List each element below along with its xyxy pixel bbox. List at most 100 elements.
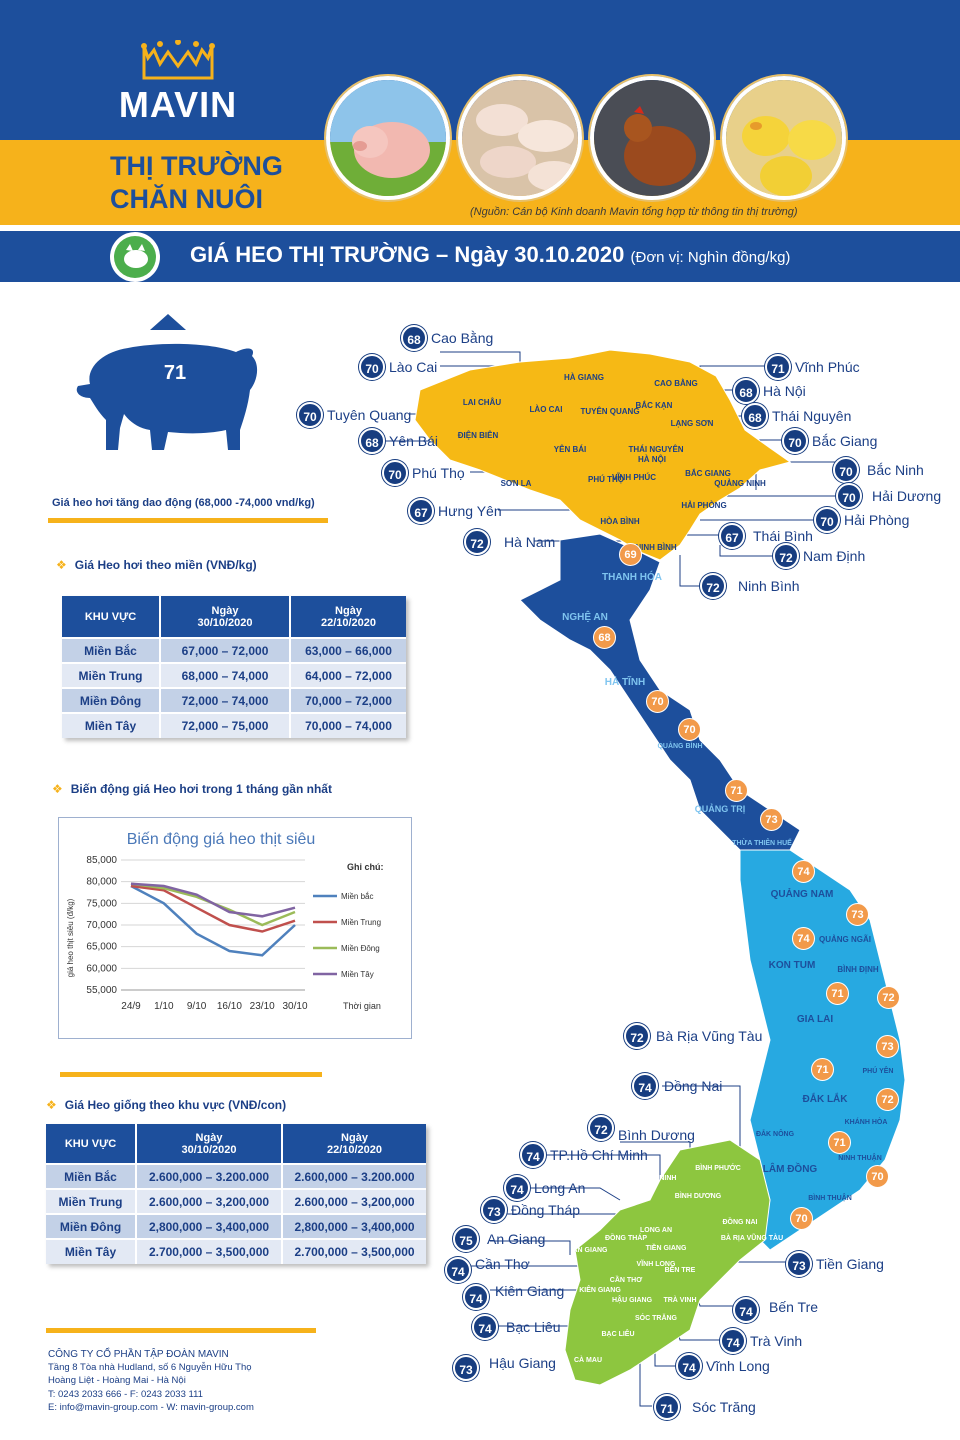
price-badge: 68 xyxy=(742,403,768,429)
province-name: Bà Rịa Vũng Tàu xyxy=(656,1028,763,1044)
province-thai-nguyen: 68 Thái Nguyên xyxy=(742,403,851,429)
svg-text:QUẢNG TRỊ: QUẢNG TRỊ xyxy=(695,803,746,814)
province-dong-thap: 73 Đồng Tháp xyxy=(481,1197,580,1223)
central-price-badge: 74 xyxy=(792,860,815,883)
province-vinh-long: 74 Vĩnh Long xyxy=(676,1353,770,1379)
province-name: Vĩnh Phúc xyxy=(795,359,860,375)
central-price-badge: 68 xyxy=(593,626,616,649)
col-date1: Ngày 30/10/2020 xyxy=(136,1124,283,1164)
price-line-chart: Biến động giá heo thịt siêu giá heo thịt… xyxy=(66,831,384,1012)
legend-label: Miền Trung xyxy=(341,918,381,927)
province-thai-binh: 67 Thái Bình xyxy=(719,523,813,549)
legend-label: Miền bắc xyxy=(341,892,373,901)
table-row: Miền Đông 72,000 – 74,000 70,000 – 72,000 xyxy=(62,687,406,713)
y-tick-label: 55,000 xyxy=(86,985,117,996)
region-table-heading-text: Giá Heo hơi theo miền (VNĐ/kg) xyxy=(74,558,257,572)
province-yen-bai: 68 Yên Bái xyxy=(359,428,438,454)
svg-text:CÀ MAU: CÀ MAU xyxy=(574,1355,602,1364)
province-name: TP.Hồ Chí Minh xyxy=(550,1147,648,1163)
svg-text:THỪA THIÊN HUẾ: THỪA THIÊN HUẾ xyxy=(732,837,792,847)
central-price-badge: 73 xyxy=(760,808,783,831)
province-hung-yen: 67 Hưng Yên xyxy=(408,498,502,524)
svg-text:PHÚ YÊN: PHÚ YÊN xyxy=(863,1066,894,1075)
province-phu-tho: 70 Phú Thọ xyxy=(382,460,465,486)
price-badge: 70 xyxy=(297,402,323,428)
crown-logo-icon xyxy=(141,40,215,80)
svg-text:QUẢNG NINH: QUẢNG NINH xyxy=(714,479,766,488)
province-tra-vinh: 74 Trà Vinh xyxy=(720,1328,802,1354)
province-can-tho: 74 Cần Thơ xyxy=(445,1256,530,1283)
province-name: Ninh Bình xyxy=(738,578,800,594)
svg-text:QUẢNG NGÃI: QUẢNG NGÃI xyxy=(819,935,871,944)
svg-text:QUẢNG NAM: QUẢNG NAM xyxy=(771,887,834,900)
price-badge: 75 xyxy=(453,1226,479,1252)
region-south-central xyxy=(739,849,906,1251)
pig-head-icon xyxy=(110,232,160,282)
svg-text:TÂY NINH: TÂY NINH xyxy=(644,1173,677,1182)
price-badge: 70 xyxy=(836,483,862,509)
x-tick-label: 24/9 xyxy=(121,1001,141,1012)
price-badge: 72 xyxy=(624,1023,650,1049)
unit-note: (Đơn vị: Nghìn đồng/kg) xyxy=(630,249,791,266)
y-tick-label: 65,000 xyxy=(86,942,117,953)
central-price-badge: 70 xyxy=(866,1165,889,1188)
footer-address1: Tầng 8 Tòa nhà Hudland, số 6 Nguyễn Hữu … xyxy=(48,1362,252,1374)
x-tick-label: 23/10 xyxy=(250,1001,275,1012)
price-badge: 72 xyxy=(700,573,726,599)
svg-text:BẠC LIÊU: BẠC LIÊU xyxy=(601,1329,634,1338)
province-name: Cao Bằng xyxy=(431,330,494,346)
svg-text:LONG AN: LONG AN xyxy=(640,1227,672,1234)
svg-text:LÂM ĐỒNG: LÂM ĐỒNG xyxy=(763,1162,818,1175)
svg-text:HÒA BÌNH: HÒA BÌNH xyxy=(600,517,639,526)
price-badge: 70 xyxy=(833,457,859,483)
price-badge: 74 xyxy=(463,1284,489,1310)
central-price-badge: 71 xyxy=(828,1131,851,1154)
x-tick-label: 30/10 xyxy=(282,1001,307,1012)
price-badge: 70 xyxy=(814,507,840,533)
region-south xyxy=(564,1139,771,1386)
central-price-badge: 70 xyxy=(646,690,669,713)
svg-text:BÀ RỊA VŨNG TÀU: BÀ RỊA VŨNG TÀU xyxy=(721,1233,783,1242)
pig-silhouette-icon xyxy=(76,314,258,450)
svg-text:BẮC GIANG: BẮC GIANG xyxy=(685,469,731,478)
province-name: Hải Phòng xyxy=(844,512,910,528)
svg-text:HÀ NỘI: HÀ NỘI xyxy=(638,455,666,464)
svg-text:BẮC KẠN: BẮC KẠN xyxy=(636,401,673,410)
province-name: Nam Định xyxy=(803,548,866,564)
price-badge: 74 xyxy=(520,1142,546,1168)
svg-text:LAI CHÂU: LAI CHÂU xyxy=(463,398,501,407)
x-tick-label: 1/10 xyxy=(154,1001,174,1012)
province-name: Thái Nguyên xyxy=(772,408,852,424)
province-name: Vĩnh Long xyxy=(706,1358,770,1374)
svg-text:TIỀN GIANG: TIỀN GIANG xyxy=(646,1242,687,1252)
province-tien-giang: 73 Tiền Giang xyxy=(786,1251,884,1277)
price-badge: 70 xyxy=(382,460,408,486)
footer-bar xyxy=(46,1328,316,1333)
svg-text:YÊN BÁI: YÊN BÁI xyxy=(554,445,586,454)
svg-text:KHÁNH HÒA: KHÁNH HÒA xyxy=(845,1117,888,1126)
header-title-line1: THỊ TRƯỜNG xyxy=(110,151,283,181)
photo-ducklings xyxy=(722,76,846,200)
province-bac-lieu: 74 Bạc Liêu xyxy=(472,1314,560,1340)
svg-text:CẦN THƠ: CẦN THƠ xyxy=(610,1274,642,1284)
region-north xyxy=(414,349,792,561)
central-price-badge: 72 xyxy=(877,986,900,1009)
price-badge: 72 xyxy=(464,529,490,555)
price-badge: 74 xyxy=(504,1175,530,1201)
title-bar-text: GIÁ HEO THỊ TRƯỜNG – Ngày 30.10.2020 (Đơ… xyxy=(190,242,790,268)
svg-text:LÀO CAI: LÀO CAI xyxy=(530,405,563,414)
price-badge: 73 xyxy=(481,1197,507,1223)
price-badge: 73 xyxy=(453,1355,479,1381)
central-region-labels: THANH HÓA NGHỆ AN HÀ TĨNH QUẢNG BÌNH QUẢ… xyxy=(562,570,792,847)
province-name: Đồng Nai xyxy=(664,1078,723,1094)
svg-text:HẬU GIANG: HẬU GIANG xyxy=(612,1295,653,1304)
market-title: GIÁ HEO THỊ TRƯỜNG – Ngày 30.10.2020 xyxy=(190,242,625,267)
province-name: Hưng Yên xyxy=(438,503,502,519)
province-ninh-binh: 72 Ninh Bình xyxy=(700,573,799,599)
price-badge: 71 xyxy=(765,354,791,380)
price-badge: 71 xyxy=(654,1394,680,1420)
province-name: Hà Nam xyxy=(504,534,556,550)
province-name: Bắc Giang xyxy=(812,433,878,449)
svg-text:SƠN LA: SƠN LA xyxy=(501,479,532,488)
price-badge: 74 xyxy=(720,1328,746,1354)
